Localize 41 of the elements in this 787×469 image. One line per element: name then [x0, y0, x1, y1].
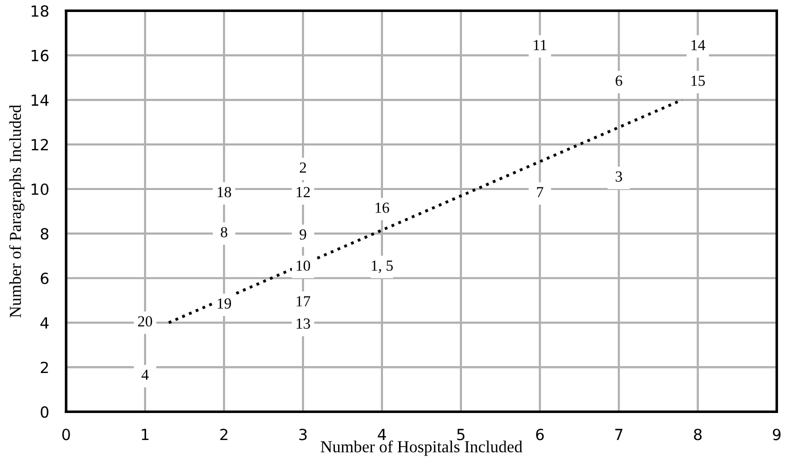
x-tick-label: 5: [457, 428, 464, 440]
annotation: 4: [142, 370, 149, 380]
annotation: 17: [296, 296, 310, 306]
x-tick-label: 9: [772, 428, 781, 440]
x-tick-label: 8: [694, 428, 702, 440]
y-tick-label: 0: [40, 406, 48, 418]
annotation: 15: [692, 76, 705, 86]
annotation: 8: [220, 227, 228, 238]
annotation: 20: [138, 316, 152, 326]
y-tick-label: 4: [40, 317, 49, 328]
x-tick-label: 0: [62, 428, 70, 440]
annotation: 14: [692, 40, 706, 50]
x-tick-label: 2: [220, 428, 228, 440]
x-axis-title: Number of Hospitals Included: [320, 440, 522, 456]
annotation: 9: [300, 229, 306, 240]
annotation: 1, 5: [372, 260, 393, 273]
y-axis-title: Number of Paragraphs Included: [9, 104, 24, 318]
annotation: 10: [296, 260, 310, 271]
annotation: 6: [616, 76, 622, 86]
annotation: 19: [218, 298, 232, 309]
annotation: 13: [296, 318, 310, 329]
y-tick-label: 6: [40, 272, 48, 284]
annotation: 16: [376, 202, 390, 213]
annotation: 12: [296, 187, 310, 198]
x-tick-label: 6: [536, 428, 544, 440]
annotation: 3: [616, 171, 622, 182]
y-tick-label: 16: [32, 50, 48, 62]
annotation: 18: [218, 186, 232, 198]
x-tick-label: 1: [142, 428, 149, 440]
y-tick-label: 2: [40, 362, 48, 374]
y-tick-label: 10: [32, 183, 48, 196]
y-tick-label: 18: [32, 5, 48, 17]
x-tick-label: 4: [378, 428, 386, 440]
annotation: 7: [537, 187, 544, 198]
annotation: 2: [300, 162, 306, 173]
x-tick-label: 3: [299, 428, 307, 440]
y-tick-label: 12: [32, 138, 48, 150]
y-tick-label: 14: [32, 94, 49, 106]
x-tick-label: 7: [615, 428, 622, 440]
annotation: 11: [534, 40, 546, 50]
y-tick-label: 8: [40, 228, 48, 240]
